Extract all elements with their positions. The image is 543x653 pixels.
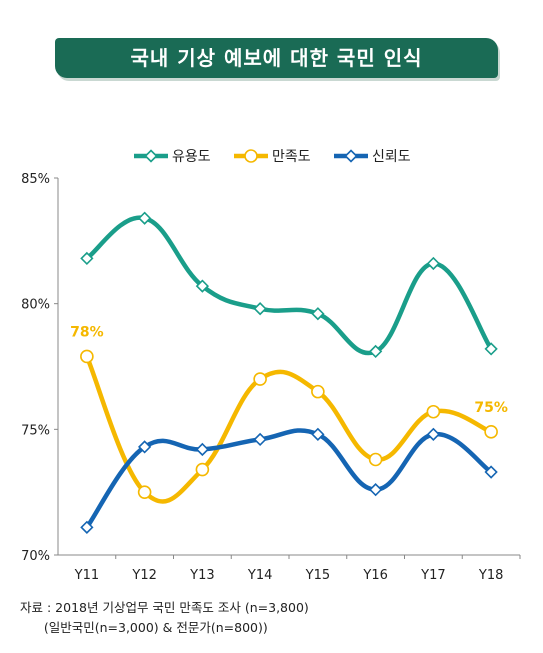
data-point: [195, 279, 210, 293]
data-point: [484, 425, 498, 439]
legend-label: 만족도: [272, 149, 311, 165]
data-point: [195, 462, 210, 477]
x-tick-label: Y16: [362, 568, 387, 583]
data-point: [426, 404, 441, 419]
series-3: [80, 427, 498, 534]
series-layer: [80, 211, 498, 534]
series-2: [80, 349, 498, 504]
y-tick-label: 70%: [21, 549, 50, 564]
x-tick-label: Y13: [189, 568, 214, 583]
data-point: [368, 483, 383, 497]
x-tick-label: Y15: [305, 568, 330, 583]
data-point: [195, 442, 210, 457]
annotation-layer: 78% 75%: [70, 324, 508, 415]
legend-marker: [244, 149, 258, 163]
data-point: [137, 485, 152, 499]
data-point: [484, 465, 498, 479]
data-point: [253, 372, 267, 386]
x-tick-label: Y14: [247, 568, 272, 583]
series-line: [84, 215, 494, 356]
data-point: [484, 342, 498, 356]
x-tick-label: Y12: [131, 568, 156, 583]
x-tick-label: Y11: [74, 568, 99, 583]
y-tick-label: 85%: [21, 172, 50, 187]
chart-title: 국내 기상 예보에 대한 국민 인식: [130, 46, 423, 70]
data-point: [137, 440, 152, 454]
data-label: 78%: [70, 324, 104, 340]
legend-label: 유용도: [172, 149, 211, 165]
data-point: [368, 344, 383, 359]
legend-item-3: 신뢰도: [334, 149, 411, 165]
data-label: 75%: [474, 400, 508, 416]
y-tick-label: 80%: [21, 298, 50, 313]
legend-item-2: 만족도: [234, 149, 311, 165]
series-line: [84, 354, 494, 504]
source-line-1: 자료 : 2018년 기상업무 국민 만족도 조사 (n=3,800): [20, 600, 309, 615]
data-point: [80, 349, 94, 364]
data-point: [253, 302, 267, 316]
source-line-2: (일반국민(n=3,000) & 전문가(n=800)): [20, 620, 268, 635]
data-point: [137, 211, 152, 225]
data-point: [426, 427, 441, 441]
x-tick-label: Y17: [420, 568, 445, 583]
data-point: [80, 251, 94, 266]
y-tick-label: 75%: [21, 423, 50, 438]
x-tick-label: Y18: [478, 568, 503, 583]
legend-marker: [144, 149, 158, 163]
title-banner: 국내 기상 예보에 대한 국민 인식: [55, 38, 498, 78]
axes: 70% 75% 80% 85% Y11 Y12 Y13 Y14 Y15 Y16 Y17 Y18: [21, 172, 521, 583]
legend-marker: [344, 149, 358, 163]
data-point: [426, 256, 441, 271]
data-point: [311, 307, 325, 321]
data-point: [253, 432, 267, 447]
legend-item-1: 유용도: [134, 149, 211, 165]
data-point: [368, 452, 383, 467]
line-chart: 유용도 만족도 신뢰도 70% 75% 80% 85% Y11 Y12 Y13 Y14 Y15 Y16…: [21, 149, 521, 583]
data-point: [311, 427, 325, 441]
legend-label: 신뢰도: [372, 149, 411, 165]
data-point: [311, 384, 325, 399]
series-1: [80, 211, 498, 359]
source-note: 자료 : 2018년 기상업무 국민 만족도 조사 (n=3,800) (일반국…: [20, 598, 309, 638]
legend: 유용도 만족도 신뢰도: [134, 149, 411, 165]
data-point: [80, 520, 94, 534]
